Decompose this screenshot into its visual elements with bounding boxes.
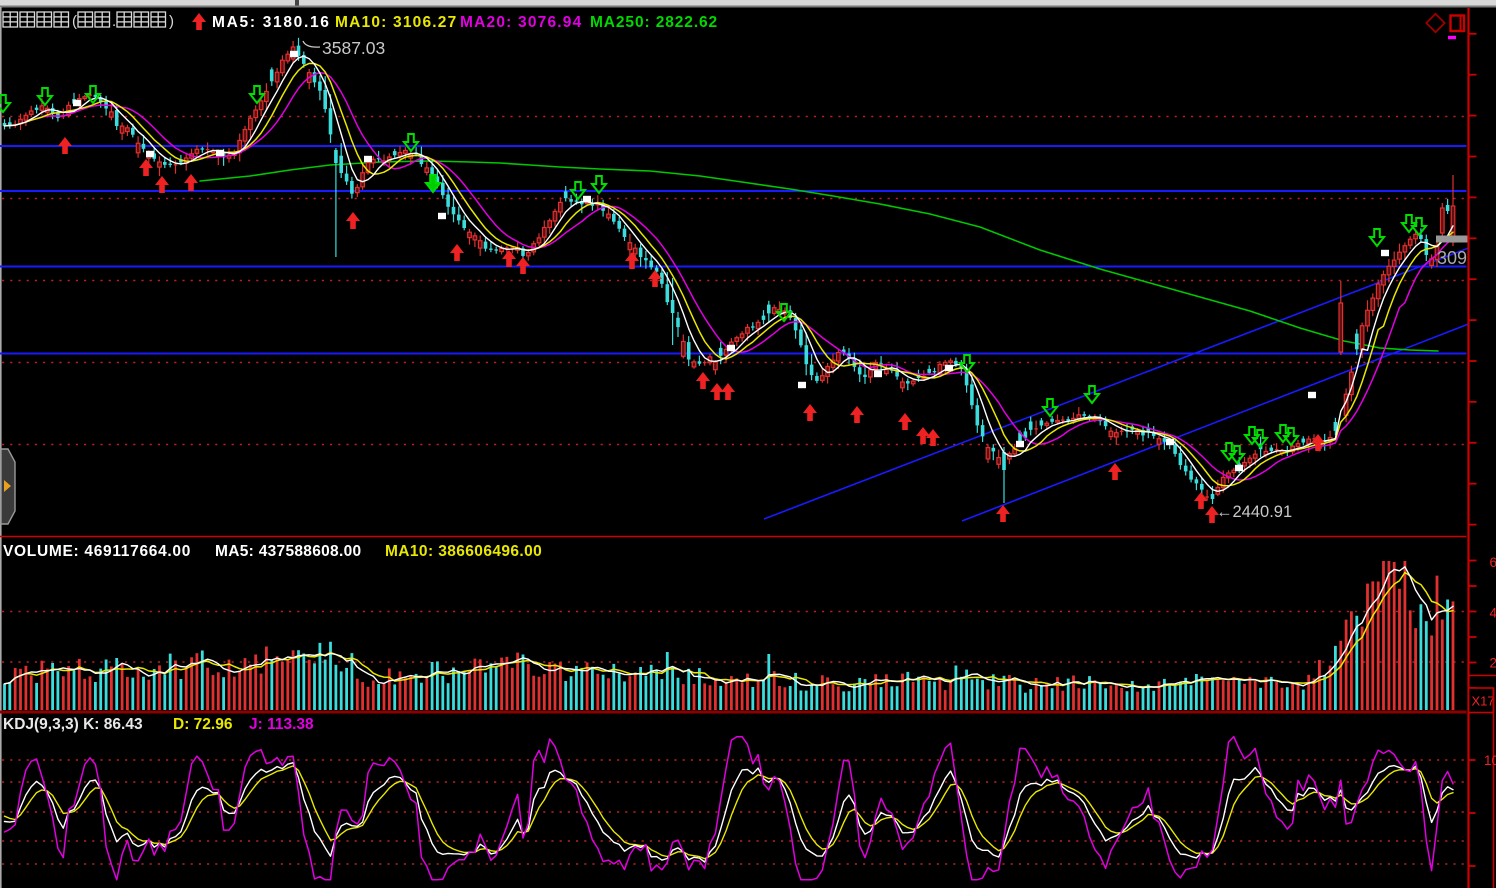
svg-text:X17: X17: [1472, 694, 1495, 709]
svg-text:MA10: 3106.27: MA10: 3106.27: [335, 14, 457, 31]
svg-text:.: .: [112, 13, 116, 30]
svg-text:MA20: 3076.94: MA20: 3076.94: [460, 14, 582, 31]
svg-text:MA5: 437588608.00: MA5: 437588608.00: [215, 543, 361, 560]
svg-text:4: 4: [1490, 606, 1496, 621]
svg-text:MA10: 386606496.00: MA10: 386606496.00: [385, 543, 542, 560]
svg-text:): ): [169, 13, 174, 30]
svg-text:D: 72.96: D: 72.96: [173, 716, 233, 733]
svg-text:VOLUME: 469117664.00: VOLUME: 469117664.00: [3, 543, 191, 560]
svg-text:KDJ(9,3,3) K: 86.43: KDJ(9,3,3) K: 86.43: [3, 716, 143, 733]
svg-text:MA250: 2822.62: MA250: 2822.62: [590, 14, 718, 31]
svg-text:10: 10: [1484, 753, 1496, 768]
svg-text:←2440.91: ←2440.91: [1216, 503, 1292, 521]
svg-text:6: 6: [1490, 555, 1496, 570]
svg-text:J: 113.38: J: 113.38: [249, 716, 314, 733]
svg-text:309: 309: [1437, 248, 1467, 268]
svg-text:3587.03: 3587.03: [322, 38, 385, 58]
svg-text:(: (: [72, 13, 77, 30]
svg-text:2: 2: [1490, 656, 1496, 671]
svg-text:MA5: 3180.16: MA5: 3180.16: [212, 14, 331, 31]
